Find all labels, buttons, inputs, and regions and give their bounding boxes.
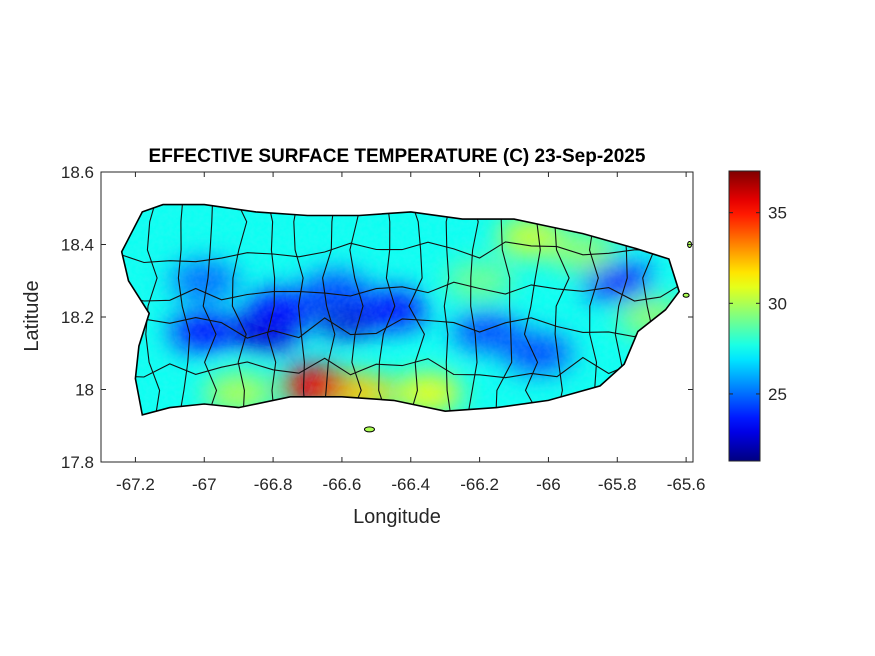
x-tick-label: -65.8 [598,475,637,494]
colorbar-ticks: 25 30 35 [729,204,787,404]
x-tick-label: -67 [192,475,217,494]
islet [682,292,690,298]
municipality-boundaries [121,204,680,415]
colorbar-tick-label: 35 [768,204,787,223]
y-axis-label: Latitude [21,280,43,351]
y-tick-label: 18.4 [61,236,94,255]
island-coastline [120,203,681,416]
colorbar [728,170,761,462]
x-tick-label: -66.8 [254,475,293,494]
x-tick-label: -66.6 [323,475,362,494]
y-axis-ticks: 17.8 18 18.2 18.4 18.6 [61,163,693,472]
x-axis-ticks: -67.2 -67 -66.8 -66.6 -66.4 -66.2 -66 -65.8 -65.… [116,172,705,494]
temperature-texture [121,204,680,415]
x-tick-label: -66.2 [460,475,499,494]
x-tick-label: -66.4 [391,475,430,494]
y-tick-label: 18 [75,381,94,400]
y-tick-label: 18.2 [61,308,94,327]
colorbar-tick-label: 25 [768,385,787,404]
colorbar-tick-label: 30 [768,294,787,313]
y-tick-label: 18.6 [61,163,94,182]
y-tick-label: 17.8 [61,453,94,472]
x-tick-label: -66 [536,475,561,494]
x-axis-label: Longitude [353,506,441,528]
temperature-field [120,203,693,433]
x-tick-label: -67.2 [116,475,155,494]
x-tick-label: -65.6 [667,475,706,494]
islet [363,426,375,433]
plot-title: EFFECTIVE SURFACE TEMPERATURE (C) 23-Sep… [149,146,646,167]
